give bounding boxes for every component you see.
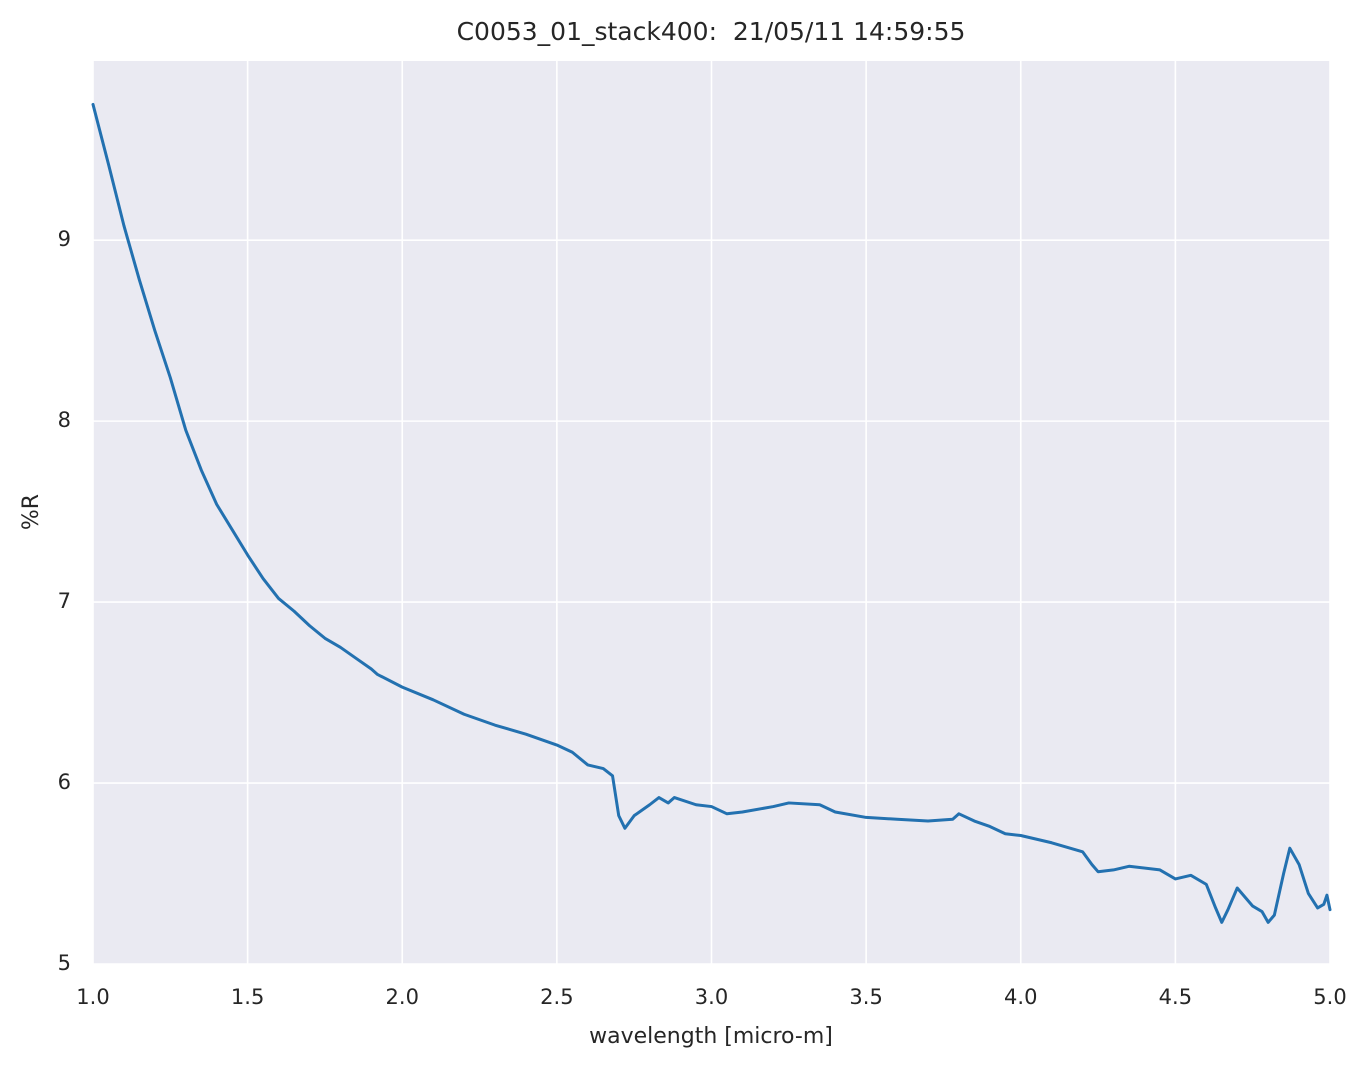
- y-tick-label: 9: [58, 227, 71, 251]
- x-tick-label: 5.0: [1313, 985, 1346, 1009]
- y-tick-label: 8: [58, 408, 71, 432]
- y-tick-label: 6: [58, 770, 71, 794]
- x-tick-label: 4.5: [1159, 985, 1192, 1009]
- x-axis-label: wavelength [micro-m]: [589, 1024, 833, 1049]
- grid: [92, 61, 1331, 965]
- data-line: [91, 102, 1332, 924]
- y-tick-label: 7: [58, 589, 71, 613]
- x-tick-label: 1.5: [231, 985, 264, 1009]
- marks: [91, 102, 1332, 924]
- chart-title: C0053_01_stack400: 21/05/11 14:59:55: [457, 17, 966, 46]
- x-tick-label: 3.0: [695, 985, 728, 1009]
- y-axis-label: %R: [19, 494, 44, 530]
- x-tick-label: 1.0: [76, 985, 109, 1009]
- ticks: 1.0 1.5 2.0 2.5 3.0 3.5 4.0 4.5 5.0 5 6 7 8 9: [58, 227, 1347, 1009]
- x-tick-label: 2.5: [540, 985, 573, 1009]
- x-tick-label: 4.0: [1004, 985, 1037, 1009]
- x-tick-label: 3.5: [849, 985, 882, 1009]
- x-tick-label: 2.0: [386, 985, 419, 1009]
- y-tick-label: 5: [58, 951, 71, 975]
